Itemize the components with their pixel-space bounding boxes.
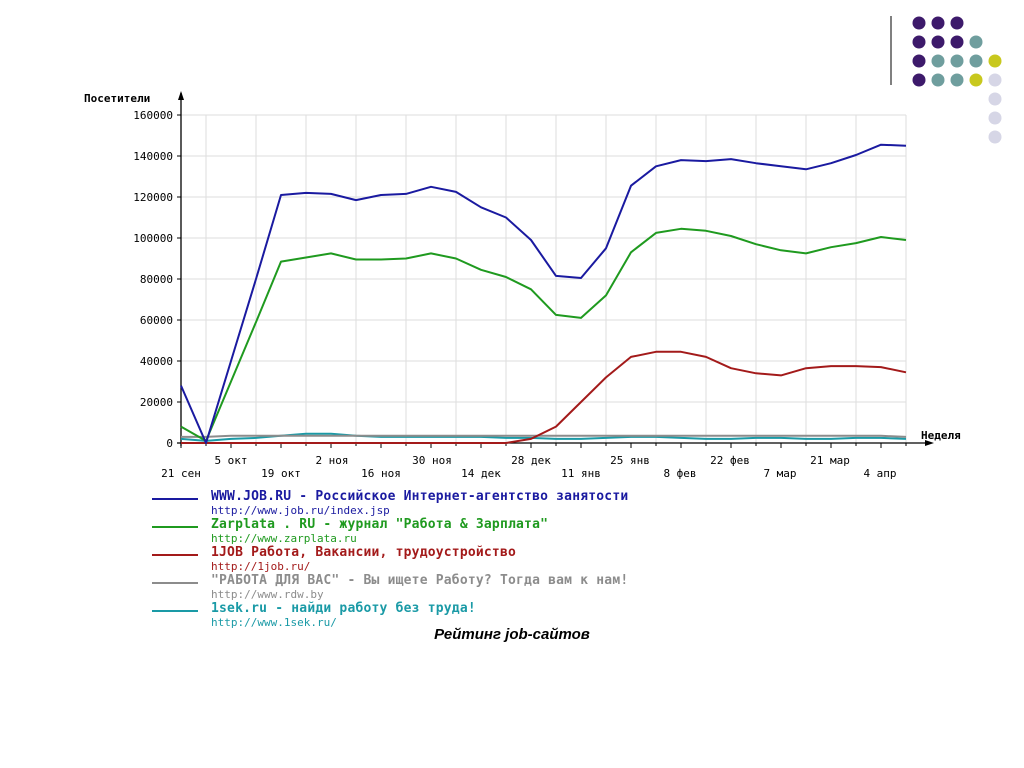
x-tick-label: 21 сен bbox=[161, 467, 201, 480]
series-line bbox=[180, 227, 907, 442]
decor-dot bbox=[950, 16, 964, 30]
legend-swatch bbox=[152, 554, 198, 556]
decor-dot bbox=[950, 73, 964, 87]
legend-swatch bbox=[152, 526, 198, 528]
decor-dot bbox=[931, 73, 945, 87]
decor-dot bbox=[988, 111, 1002, 125]
legend-series-url: http://1job.ru/ bbox=[211, 560, 311, 573]
decor-dot bbox=[931, 54, 945, 68]
x-tick-label: 7 мар bbox=[763, 467, 796, 480]
y-tick-label: 60000 bbox=[140, 314, 173, 327]
decor-dot bbox=[969, 73, 983, 87]
x-tick-label: 25 янв bbox=[610, 454, 650, 467]
legend-entry: "РАБОТА ДЛЯ ВАС" - Вы ищете Работу? Тогд… bbox=[152, 573, 792, 601]
x-tick-label: 14 дек bbox=[461, 467, 501, 480]
y-tick-labels: 0 20000 40000 60000 80000 100000 120000 140000 1… bbox=[133, 109, 173, 450]
x-tick-label: 30 ноя bbox=[412, 454, 452, 467]
decor-dot bbox=[931, 35, 945, 49]
chart-legend: WWW.JOB.RU - Российское Интернет-агентст… bbox=[152, 489, 792, 629]
x-tick-label: 22 фев bbox=[710, 454, 750, 467]
series-line bbox=[181, 350, 907, 444]
legend-entry: 1JOB Работа, Вакансии, трудоустройство ht… bbox=[152, 545, 792, 573]
legend-entry: 1sek.ru - найди работу без труда! http://… bbox=[152, 601, 792, 629]
decor-dot bbox=[988, 130, 1002, 144]
legend-series-url: http://www.zarplata.ru bbox=[211, 532, 357, 545]
x-tick-label: 8 фев bbox=[663, 467, 696, 480]
decor-dot bbox=[969, 35, 983, 49]
x-tick-label: 28 дек bbox=[511, 454, 551, 467]
legend-swatch bbox=[152, 582, 198, 584]
y-tick-label: 160000 bbox=[133, 109, 173, 122]
decor-dot bbox=[912, 54, 926, 68]
legend-series-url: http://www.job.ru/index.jsp bbox=[211, 504, 390, 517]
x-tick-label: 21 мар bbox=[810, 454, 850, 467]
legend-swatch bbox=[152, 498, 198, 500]
x-tick-label: 11 янв bbox=[561, 467, 601, 480]
legend-entry: Zarplata . RU - журнал "Работа & Зарплат… bbox=[152, 517, 792, 545]
y-axis-arrow bbox=[178, 91, 184, 100]
x-axis-arrow bbox=[925, 440, 934, 446]
x-tick-label: 16 ноя bbox=[361, 467, 401, 480]
decor-dot bbox=[950, 35, 964, 49]
y-tick-label: 100000 bbox=[133, 232, 173, 245]
legend-series-url: http://www.rdw.by bbox=[211, 588, 324, 601]
decor-dot bbox=[988, 73, 1002, 87]
x-tick-label: 5 окт bbox=[214, 454, 247, 467]
series-line bbox=[180, 432, 907, 442]
decor-dot bbox=[988, 54, 1002, 68]
x-tick-label: 2 ноя bbox=[315, 454, 348, 467]
legend-series-name: 1JOB Работа, Вакансии, трудоустройство bbox=[211, 545, 517, 560]
legend-series-name: Zarplata . RU - журнал "Работа & Зарплат… bbox=[211, 517, 549, 532]
legend-entry: WWW.JOB.RU - Российское Интернет-агентст… bbox=[152, 489, 792, 517]
chart-grid bbox=[181, 114, 907, 443]
y-tick-label: 0 bbox=[166, 437, 173, 450]
series-lines bbox=[180, 143, 907, 444]
decor-dot bbox=[912, 35, 926, 49]
decor-dot bbox=[988, 92, 1002, 106]
decor-dot bbox=[912, 16, 926, 30]
y-tick-label: 20000 bbox=[140, 396, 173, 409]
slide-caption: Рейтинг job-сайтов bbox=[434, 626, 590, 643]
y-tick-label: 140000 bbox=[133, 150, 173, 163]
x-tick-label: 19 окт bbox=[261, 467, 301, 480]
x-axis-title: Неделя bbox=[921, 429, 961, 442]
legend-series-name: 1sek.ru - найди работу без труда! bbox=[211, 601, 476, 616]
decor-dot bbox=[912, 73, 926, 87]
decor-dot bbox=[969, 54, 983, 68]
legend-series-url: http://www.1sek.ru/ bbox=[211, 616, 337, 629]
legend-series-name: "РАБОТА ДЛЯ ВАС" - Вы ищете Работу? Тогд… bbox=[211, 573, 629, 588]
y-axis-title: Посетители bbox=[84, 92, 150, 105]
legend-series-name: WWW.JOB.RU - Российское Интернет-агентст… bbox=[211, 489, 629, 504]
x-tick-label: 4 апр bbox=[863, 467, 896, 480]
series-line bbox=[181, 434, 907, 438]
x-tick-labels: 5 окт 2 ноя 30 ноя 28 дек 25 янв 22 фев 21 мар… bbox=[161, 454, 896, 480]
legend-swatch bbox=[152, 610, 198, 612]
y-tick-label: 80000 bbox=[140, 273, 173, 286]
decor-dot bbox=[931, 16, 945, 30]
y-tick-label: 40000 bbox=[140, 355, 173, 368]
decor-dot bbox=[950, 54, 964, 68]
series-line bbox=[180, 143, 907, 444]
y-tick-label: 120000 bbox=[133, 191, 173, 204]
